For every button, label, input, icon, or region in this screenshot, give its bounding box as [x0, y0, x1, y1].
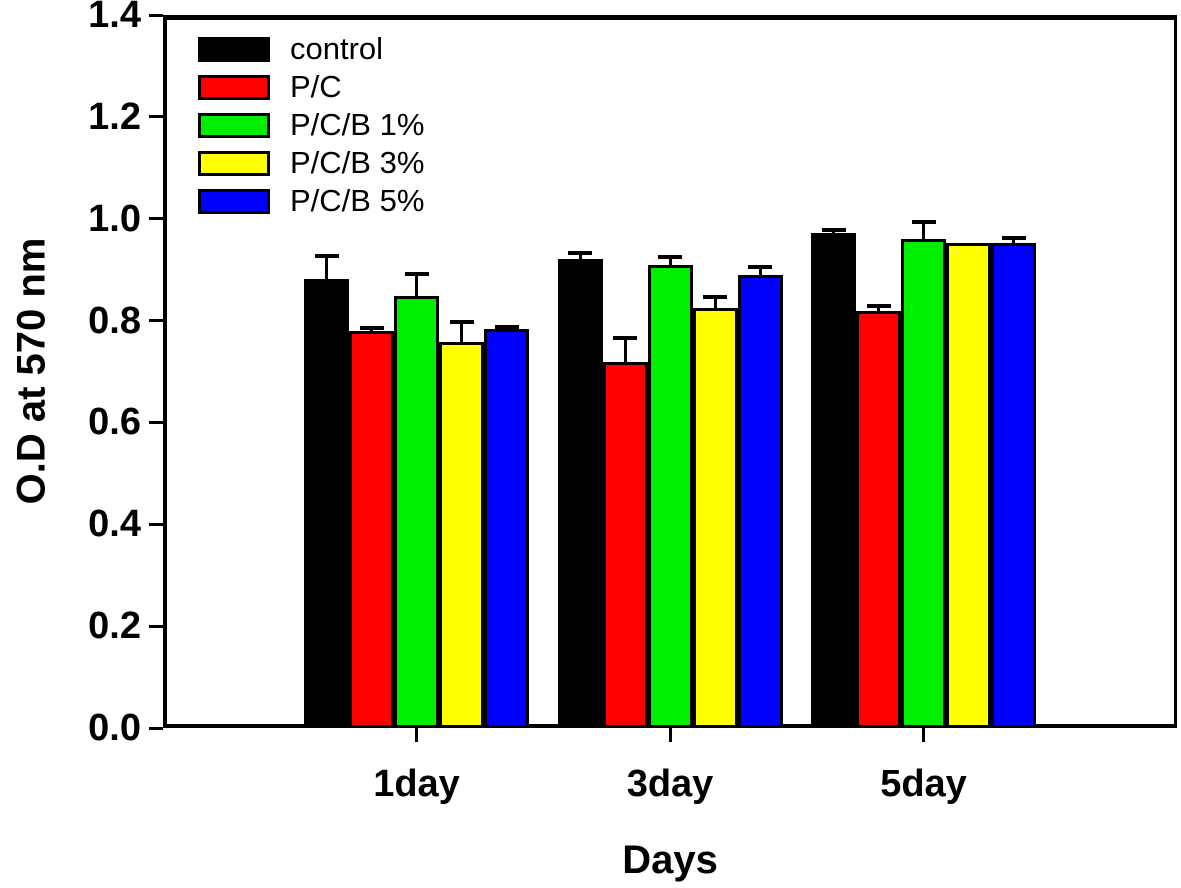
y-axis-tick — [149, 115, 163, 119]
bar-control-1day — [304, 279, 349, 728]
bar-p-c-b-5-5day — [991, 242, 1036, 728]
bar-p-c-b-1-1day — [394, 295, 439, 728]
legend-item-p-c-b-5: P/C/B 5% — [198, 182, 424, 220]
y-axis-tick-label: 1.0 — [88, 197, 141, 240]
error-bar-p-c-b-3-1day — [460, 321, 463, 343]
legend-swatch-p-c-b-5 — [198, 188, 270, 214]
y-axis-tick-label: 0.8 — [88, 299, 141, 342]
y-axis-tick — [149, 217, 163, 221]
error-bar-p-c-b-5-3day — [758, 267, 762, 276]
x-axis-tick — [922, 728, 925, 742]
error-bar-cap-control-1day — [314, 254, 339, 259]
y-axis-tick-label: 0.4 — [88, 503, 141, 546]
error-bar-cap-p-c-5day — [866, 304, 891, 309]
bar-p-c-b-5-1day — [484, 329, 529, 728]
x-axis-tick-label: 3day — [626, 763, 714, 805]
error-bar-p-c-b-3-3day — [713, 297, 717, 308]
error-bar-cap-p-c-1day — [359, 325, 384, 330]
bar-p-c-3day — [602, 362, 648, 728]
error-bar-p-c-3day — [623, 338, 627, 363]
error-bar-cap-control-5day — [821, 227, 846, 232]
bar-p-c-5day — [856, 311, 901, 728]
bar-p-c-b-1-3day — [647, 264, 693, 728]
legend-item-p-c-b-1: P/C/B 1% — [198, 106, 424, 144]
bar-p-c-b-1-5day — [901, 238, 946, 728]
error-bar-cap-p-c-3day — [613, 336, 637, 341]
y-axis-tick — [149, 726, 163, 730]
legend-item-p-c: P/C — [198, 68, 424, 106]
x-axis-tick-label: 1day — [373, 763, 460, 805]
legend: control P/C P/C/B 1% P/C/B 3% P/C/B 5% — [198, 30, 424, 220]
y-axis-tick-label: 0.6 — [88, 401, 141, 444]
y-axis-tick — [149, 522, 163, 526]
legend-item-p-c-b-3: P/C/B 3% — [198, 144, 424, 182]
x-axis-tick — [668, 728, 672, 742]
error-bar-cap-p-c-b-5-3day — [748, 265, 772, 270]
y-axis-tick — [149, 420, 163, 424]
legend-swatch-p-c — [198, 74, 270, 100]
bar-p-c-b-5-3day — [737, 275, 783, 728]
bar-p-c-b-3-3day — [692, 307, 738, 728]
error-bar-p-c-5day — [877, 306, 880, 312]
bar-p-c-b-3-1day — [439, 342, 484, 728]
legend-label: P/C — [290, 69, 342, 104]
x-axis-tick-label: 5day — [880, 763, 967, 805]
x-axis-title: Days — [622, 838, 718, 882]
error-bar-control-3day — [578, 253, 582, 260]
error-bar-cap-p-c-b-1-5day — [911, 219, 936, 224]
bar-control-5day — [811, 233, 856, 728]
y-axis-tick-label: 0.2 — [88, 605, 141, 648]
y-axis-tick-label: 1.2 — [88, 95, 141, 138]
legend-swatch-p-c-b-3 — [198, 150, 270, 176]
y-axis-tick-label: 1.4 — [88, 0, 141, 36]
y-axis-tick — [149, 319, 163, 323]
bar-p-c-b-3-5day — [946, 242, 991, 728]
error-bar-cap-p-c-b-5-5day — [1001, 236, 1026, 241]
y-axis-title: O.D at 570 nm — [9, 237, 54, 505]
error-bar-cap-p-c-b-3-1day — [449, 319, 474, 324]
error-bar-p-c-b-5-5day — [1012, 238, 1015, 243]
y-axis-tick — [149, 13, 163, 17]
error-bar-cap-control-3day — [568, 251, 592, 256]
bar-p-c-1day — [349, 330, 394, 728]
error-bar-cap-p-c-b-1-3day — [658, 255, 682, 260]
error-bar-p-c-b-1-5day — [922, 221, 925, 239]
legend-swatch-control — [198, 36, 270, 62]
legend-swatch-p-c-b-1 — [198, 112, 270, 138]
legend-item-control: control — [198, 30, 424, 68]
error-bar-control-1day — [325, 256, 328, 280]
legend-label: P/C/B 1% — [290, 107, 425, 142]
y-axis-tick-label: 0.0 — [88, 707, 141, 749]
error-bar-p-c-b-1-1day — [415, 274, 418, 296]
x-axis-tick — [415, 728, 418, 742]
legend-label: control — [290, 31, 384, 66]
error-bar-p-c-b-1-3day — [668, 257, 672, 265]
error-bar-cap-p-c-b-3-3day — [703, 295, 727, 300]
legend-label: P/C/B 3% — [290, 145, 425, 180]
legend-label: P/C/B 5% — [290, 183, 425, 218]
y-axis-tick — [149, 624, 163, 628]
bar-control-3day — [557, 259, 603, 728]
error-bar-cap-p-c-b-5-1day — [494, 324, 519, 329]
error-bar-cap-p-c-b-1-1day — [404, 272, 429, 277]
